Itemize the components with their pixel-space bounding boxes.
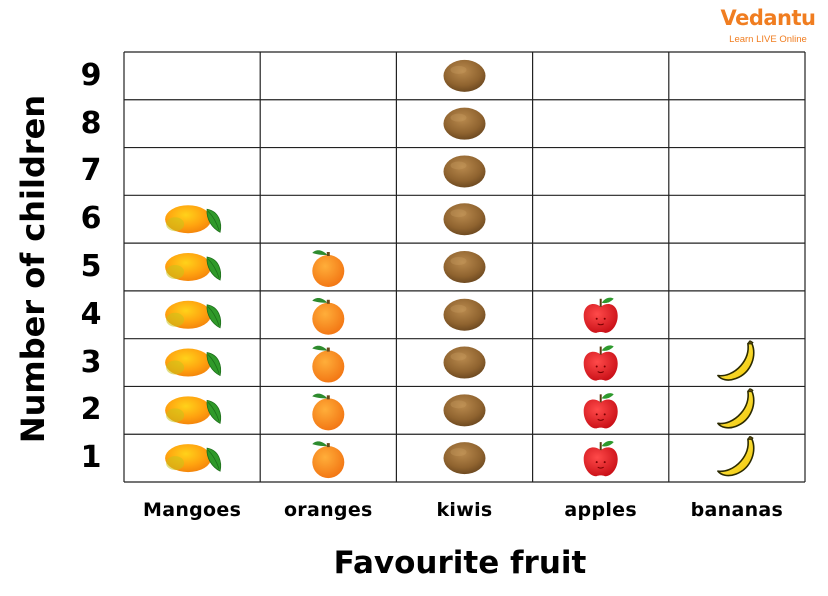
y-tick-label: 9 (80, 57, 102, 93)
kiwi-icon (443, 107, 486, 140)
banana-icon (717, 340, 755, 381)
y-tick-label: 4 (80, 296, 102, 332)
apple-icon (583, 344, 619, 382)
mango-icon (164, 300, 222, 330)
orange-icon (312, 298, 345, 335)
banana-icon (717, 388, 755, 429)
y-tick-label: 2 (80, 392, 102, 428)
x-tick-label: Mangoes (142, 499, 242, 521)
apple-icon (583, 392, 619, 429)
y-axis-title: Number of children (14, 94, 52, 444)
kiwi-icon (443, 203, 486, 236)
chart-grid (123, 51, 806, 483)
y-tick-label: 6 (80, 201, 102, 237)
orange-icon (312, 393, 345, 431)
logo-title: Vedantu (720, 6, 817, 30)
kiwi-icon (443, 155, 486, 188)
mango-icon (164, 443, 222, 473)
y-tick-label: 3 (80, 344, 102, 380)
kiwi-icon (443, 298, 486, 331)
apple-icon (583, 440, 619, 477)
x-tick-label: kiwis (436, 499, 493, 521)
orange-icon (312, 441, 345, 479)
logo-tagline: Learn LIVE Online (729, 34, 807, 45)
kiwi-icon (443, 394, 486, 427)
y-tick-label: 5 (80, 249, 102, 284)
x-tick-label: oranges (283, 499, 373, 521)
kiwi-icon (443, 251, 486, 283)
x-axis-title: Favourite fruit (333, 545, 587, 581)
kiwi-icon (443, 442, 486, 475)
vedantu-logo: Vedantu Learn LIVE Online (718, 6, 818, 50)
kiwi-icon (443, 59, 486, 92)
y-tick-label: 1 (80, 440, 102, 476)
kiwi-icon (443, 346, 486, 379)
banana-icon (717, 436, 755, 477)
apple-icon (583, 297, 619, 334)
mango-icon (164, 348, 222, 378)
mango-icon (164, 252, 222, 282)
y-tick-label: 7 (80, 153, 102, 189)
mango-icon (164, 395, 222, 425)
y-tick-label: 8 (80, 105, 102, 141)
chart-icons (164, 59, 755, 479)
orange-icon (312, 250, 345, 287)
x-tick-label: bananas (690, 499, 784, 521)
x-tick-label: apples (564, 499, 637, 521)
mango-icon (164, 204, 222, 234)
orange-icon (312, 345, 345, 383)
